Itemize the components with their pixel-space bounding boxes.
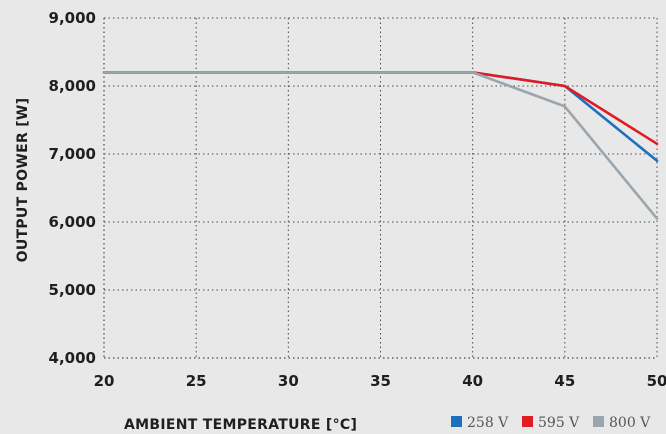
y-tick-label: 6,000 xyxy=(49,213,96,231)
grid xyxy=(103,17,658,359)
legend-entry: 595 V xyxy=(538,415,580,431)
series-line-800v xyxy=(102,71,659,220)
legend-swatch xyxy=(593,416,604,427)
y-tick-label: 9,000 xyxy=(49,9,96,27)
y-tick-label: 4,000 xyxy=(49,349,96,367)
y-tick-label: 8,000 xyxy=(49,77,96,95)
x-tick-label: 25 xyxy=(186,372,207,390)
x-tick-label: 35 xyxy=(370,372,391,390)
legend-swatch xyxy=(522,416,533,427)
y-tick-label: 7,000 xyxy=(49,145,96,163)
x-tick-labels: 20 25 30 35 40 45 50 xyxy=(94,372,666,390)
legend: 258 V 595 V 800 V xyxy=(451,415,651,431)
y-tick-labels: 4,000 5,000 6,000 7,000 8,000 9,000 xyxy=(49,9,96,367)
legend-swatch xyxy=(451,416,462,427)
x-tick-label: 45 xyxy=(554,372,575,390)
x-tick-label: 40 xyxy=(462,372,483,390)
x-axis-label: AMBIENT TEMPERATURE [°C] xyxy=(124,417,357,433)
y-axis-label: OUTPUT POWER [W] xyxy=(15,98,31,263)
legend-entry: 800 V xyxy=(609,415,651,431)
x-tick-label: 50 xyxy=(647,372,666,390)
x-tick-label: 20 xyxy=(94,372,115,390)
x-tick-label: 30 xyxy=(278,372,299,390)
legend-entry: 258 V xyxy=(467,415,509,431)
y-tick-label: 5,000 xyxy=(49,281,96,299)
series-lines xyxy=(102,71,659,220)
